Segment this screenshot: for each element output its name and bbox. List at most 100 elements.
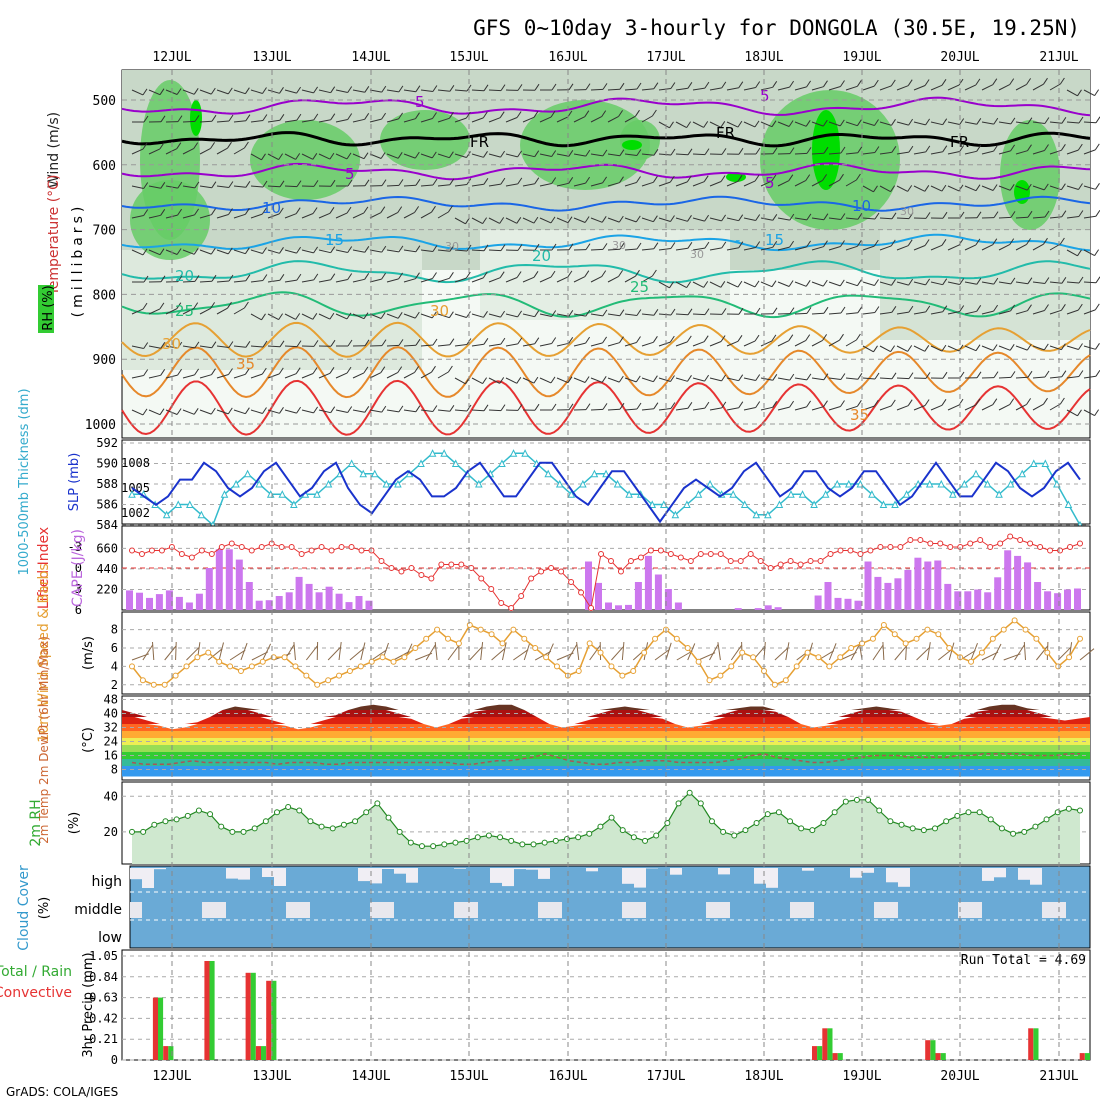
li-marker (418, 572, 425, 578)
wind-barb-flag (415, 272, 420, 279)
wind-barb-flag (976, 118, 982, 125)
wind10-marker (891, 631, 898, 638)
rh-marker (586, 830, 593, 837)
wind-barb-flag (517, 310, 523, 318)
wind10-barb (916, 647, 930, 661)
wind-barb (675, 281, 687, 289)
wind10-marker (445, 635, 451, 642)
wind-barb (777, 217, 790, 221)
cloud-high (406, 868, 418, 883)
wind-barb-flag (636, 309, 642, 316)
li-marker (747, 551, 754, 557)
wind-barb-flag (907, 79, 913, 86)
cloud-high (142, 868, 154, 888)
wind-barb-flag (330, 339, 336, 347)
wind10-marker (946, 645, 953, 651)
wind-barb-flag (1010, 304, 1016, 312)
wind-barb-flag (874, 212, 880, 220)
wind10-barb (992, 643, 1002, 661)
wind-barb (675, 153, 689, 156)
li-marker (338, 544, 345, 550)
wind-barb (505, 217, 518, 224)
wind-barb (539, 343, 552, 347)
wind-barb-flag (1059, 77, 1065, 85)
wind-barb (267, 213, 280, 219)
li-marker (208, 551, 215, 557)
wind-barb-flag (704, 214, 710, 222)
precip-bar-total (827, 1028, 833, 1060)
wind-barb (471, 343, 484, 347)
wind-barb-flag (670, 148, 676, 156)
wind-barb-flag (618, 215, 624, 223)
li-marker (807, 558, 814, 564)
wind-barb (573, 276, 586, 283)
wind-barb (879, 345, 891, 353)
wind-barb (709, 377, 722, 382)
wind-barb (216, 307, 228, 315)
wind10-barb (611, 646, 624, 661)
cloud-mid (790, 902, 802, 918)
rh-high-area (250, 120, 360, 200)
wind-barb-flag (856, 119, 862, 126)
li-marker (398, 568, 405, 575)
wind-barb-flag (568, 337, 574, 344)
temp-unit: (°C) (81, 727, 96, 753)
wind-barb (539, 313, 552, 317)
wind-barb (862, 281, 875, 286)
wind-barb (420, 249, 433, 252)
wind-barb (386, 313, 399, 319)
wind10-marker (968, 658, 975, 665)
wind-barb (675, 407, 688, 411)
wind10-marker (499, 640, 506, 647)
wind-barb (964, 150, 977, 155)
wind10-barb (785, 642, 790, 661)
wind-barb (284, 119, 297, 123)
temp-band (122, 745, 1090, 752)
wind-barb (760, 281, 773, 288)
wind-barb-flag (890, 345, 896, 352)
wind-barb-flag (228, 208, 233, 215)
wind-barb-flag (449, 338, 455, 345)
wind-barb-flag (381, 179, 387, 186)
wind-barb (199, 120, 213, 123)
wind-barb (1015, 121, 1028, 125)
wind-barb (250, 185, 264, 188)
wind-barb (981, 345, 994, 351)
cape-bar (265, 600, 273, 610)
wind-barb (1066, 409, 1078, 417)
cloud-high (586, 868, 598, 872)
cloud-high (718, 868, 730, 875)
wind-barb-flag (721, 214, 727, 222)
wind-barb (1049, 376, 1062, 379)
wind-barb-flag (227, 301, 232, 309)
wind10-barb (774, 647, 789, 661)
wind-barb-flag (296, 180, 302, 187)
wind-barb-flag (976, 145, 982, 152)
wind-barb (1049, 83, 1061, 91)
thickness-marker (764, 510, 772, 519)
temp-tick: 24 (104, 735, 118, 749)
wind-barb (488, 409, 502, 412)
precip-tick: 0.42 (89, 1011, 118, 1025)
wind10-barb (850, 643, 861, 661)
wind-barb (352, 118, 365, 123)
wind10-barb (948, 642, 955, 661)
wind-barb-flag (244, 87, 250, 94)
wind-barb-flag (619, 149, 625, 156)
wind-barb-flag (194, 208, 200, 216)
wind-barb (726, 121, 739, 128)
rh-marker (820, 820, 827, 826)
wind10-marker (869, 635, 876, 642)
wind-barb (233, 120, 246, 123)
wind-barb-flag (891, 372, 897, 380)
wind-barb (607, 313, 620, 317)
wind-barb (267, 185, 281, 188)
rh-marker (563, 836, 570, 843)
wind10-marker (673, 635, 680, 642)
wind10-marker (695, 658, 702, 665)
wind-barb (641, 341, 654, 347)
pressure-tick: 900 (93, 353, 116, 368)
wind-barb-flag (415, 112, 420, 119)
wind-barb (403, 371, 415, 379)
li-marker (498, 600, 505, 606)
